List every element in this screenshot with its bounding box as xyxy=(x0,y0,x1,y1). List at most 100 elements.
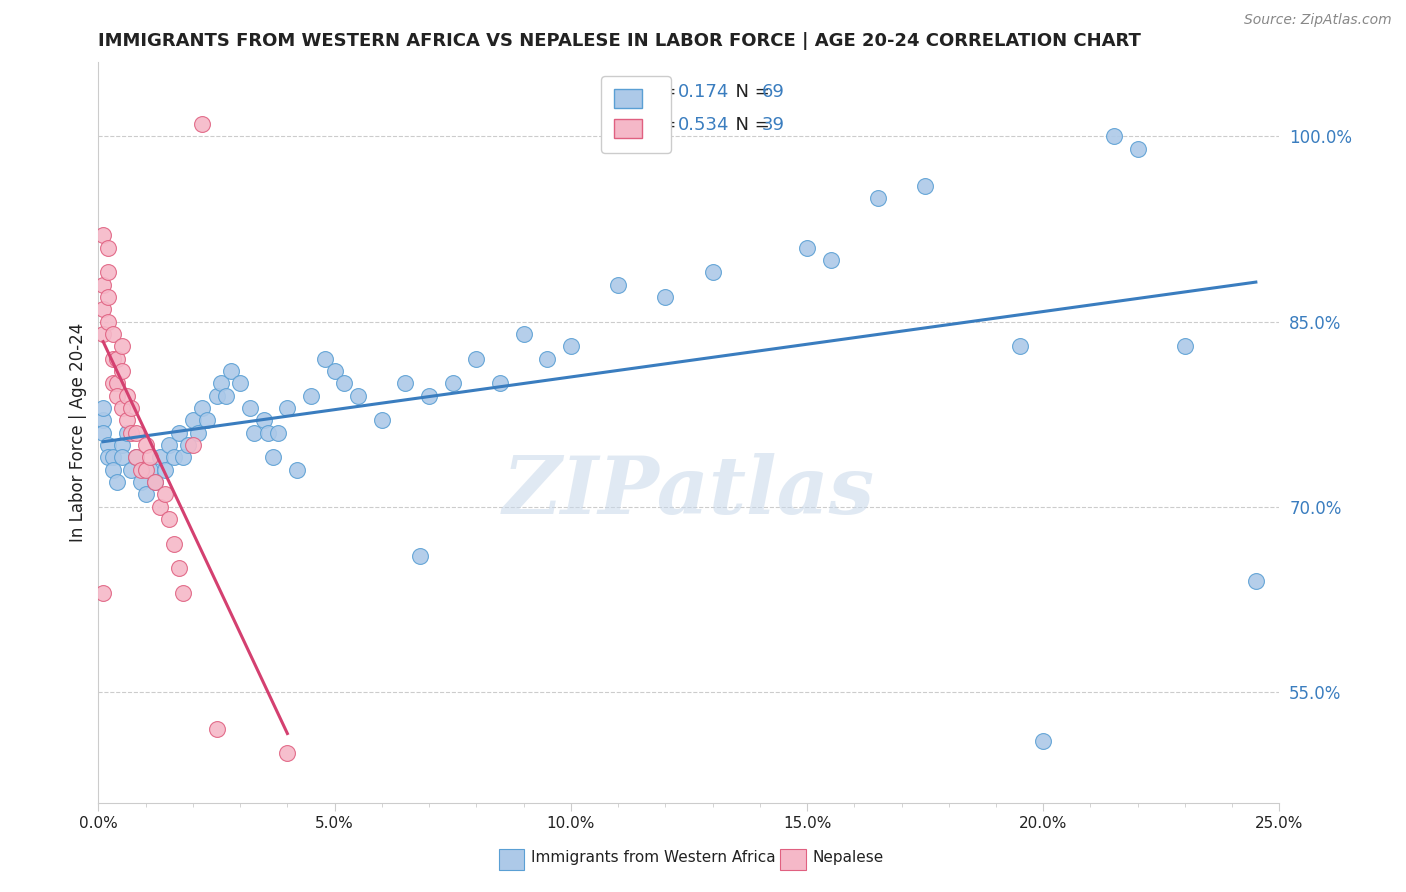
Point xyxy=(143,475,166,489)
Point xyxy=(536,351,558,366)
Point xyxy=(97,290,120,304)
Point xyxy=(91,413,114,427)
Point xyxy=(125,425,148,440)
Point xyxy=(314,351,336,366)
Point xyxy=(111,438,134,452)
Point xyxy=(129,475,152,489)
Text: Source: ZipAtlas.com: Source: ZipAtlas.com xyxy=(1244,13,1392,28)
Point xyxy=(101,450,124,465)
Point xyxy=(243,425,266,440)
Point xyxy=(371,413,394,427)
Point xyxy=(115,425,138,440)
Point xyxy=(489,376,512,391)
Point xyxy=(91,401,114,415)
Point xyxy=(285,463,308,477)
Point xyxy=(347,389,370,403)
Point xyxy=(820,252,842,267)
Point xyxy=(97,450,120,465)
Point xyxy=(101,351,124,366)
Point xyxy=(1102,129,1125,144)
Text: R =: R = xyxy=(643,83,682,101)
Text: N =: N = xyxy=(724,83,776,101)
Point xyxy=(167,425,190,440)
Point xyxy=(105,389,128,403)
Point xyxy=(135,438,157,452)
Text: 39: 39 xyxy=(762,117,785,135)
Point xyxy=(111,339,134,353)
Point xyxy=(101,463,124,477)
Point xyxy=(267,425,290,440)
Point xyxy=(205,722,228,736)
Point xyxy=(607,277,630,292)
Point xyxy=(125,450,148,465)
Point xyxy=(209,376,232,391)
Point xyxy=(239,401,262,415)
Point xyxy=(1126,142,1149,156)
Point xyxy=(654,290,676,304)
Point xyxy=(702,265,724,279)
Point xyxy=(97,315,120,329)
Point xyxy=(914,178,936,193)
Point xyxy=(172,586,194,600)
Point xyxy=(139,450,162,465)
Text: ZIPatlas: ZIPatlas xyxy=(503,453,875,531)
Point xyxy=(163,537,186,551)
Point xyxy=(333,376,356,391)
Point xyxy=(1174,339,1197,353)
Point xyxy=(512,326,534,341)
Text: 0.174: 0.174 xyxy=(678,83,730,101)
Point xyxy=(1032,734,1054,748)
Point xyxy=(866,191,889,205)
Point xyxy=(323,364,346,378)
Point xyxy=(796,240,818,255)
Point xyxy=(441,376,464,391)
Point xyxy=(157,438,180,452)
Point xyxy=(91,586,114,600)
Point xyxy=(177,438,200,452)
Point xyxy=(121,425,143,440)
Text: 69: 69 xyxy=(762,83,785,101)
Point xyxy=(91,277,114,292)
Point xyxy=(121,401,143,415)
Point xyxy=(191,117,214,131)
Point xyxy=(129,463,152,477)
Point xyxy=(111,450,134,465)
Point xyxy=(167,561,190,575)
Text: 0.534: 0.534 xyxy=(678,117,730,135)
Point xyxy=(163,450,186,465)
Point xyxy=(91,302,114,317)
Point xyxy=(153,463,176,477)
Point xyxy=(97,240,120,255)
Point xyxy=(111,364,134,378)
Point xyxy=(299,389,322,403)
Point xyxy=(276,401,298,415)
Point xyxy=(219,364,242,378)
Point xyxy=(215,389,238,403)
Point xyxy=(91,326,114,341)
Point xyxy=(135,487,157,501)
Text: IMMIGRANTS FROM WESTERN AFRICA VS NEPALESE IN LABOR FORCE | AGE 20-24 CORRELATIO: IMMIGRANTS FROM WESTERN AFRICA VS NEPALE… xyxy=(98,32,1142,50)
Point xyxy=(105,351,128,366)
Point xyxy=(205,389,228,403)
Point xyxy=(115,389,138,403)
Point xyxy=(125,450,148,465)
Point xyxy=(1244,574,1267,588)
Point xyxy=(191,401,214,415)
Point xyxy=(418,389,440,403)
Point xyxy=(135,463,157,477)
Point xyxy=(276,747,298,761)
Legend: , : , xyxy=(600,76,671,153)
Point xyxy=(253,413,276,427)
Point xyxy=(143,475,166,489)
Point xyxy=(115,413,138,427)
Point xyxy=(111,401,134,415)
Point xyxy=(181,438,204,452)
Point xyxy=(394,376,416,391)
Point xyxy=(257,425,280,440)
Point xyxy=(121,463,143,477)
Point xyxy=(262,450,284,465)
Point xyxy=(181,413,204,427)
Point xyxy=(157,512,180,526)
Point xyxy=(1008,339,1031,353)
Point xyxy=(101,376,124,391)
